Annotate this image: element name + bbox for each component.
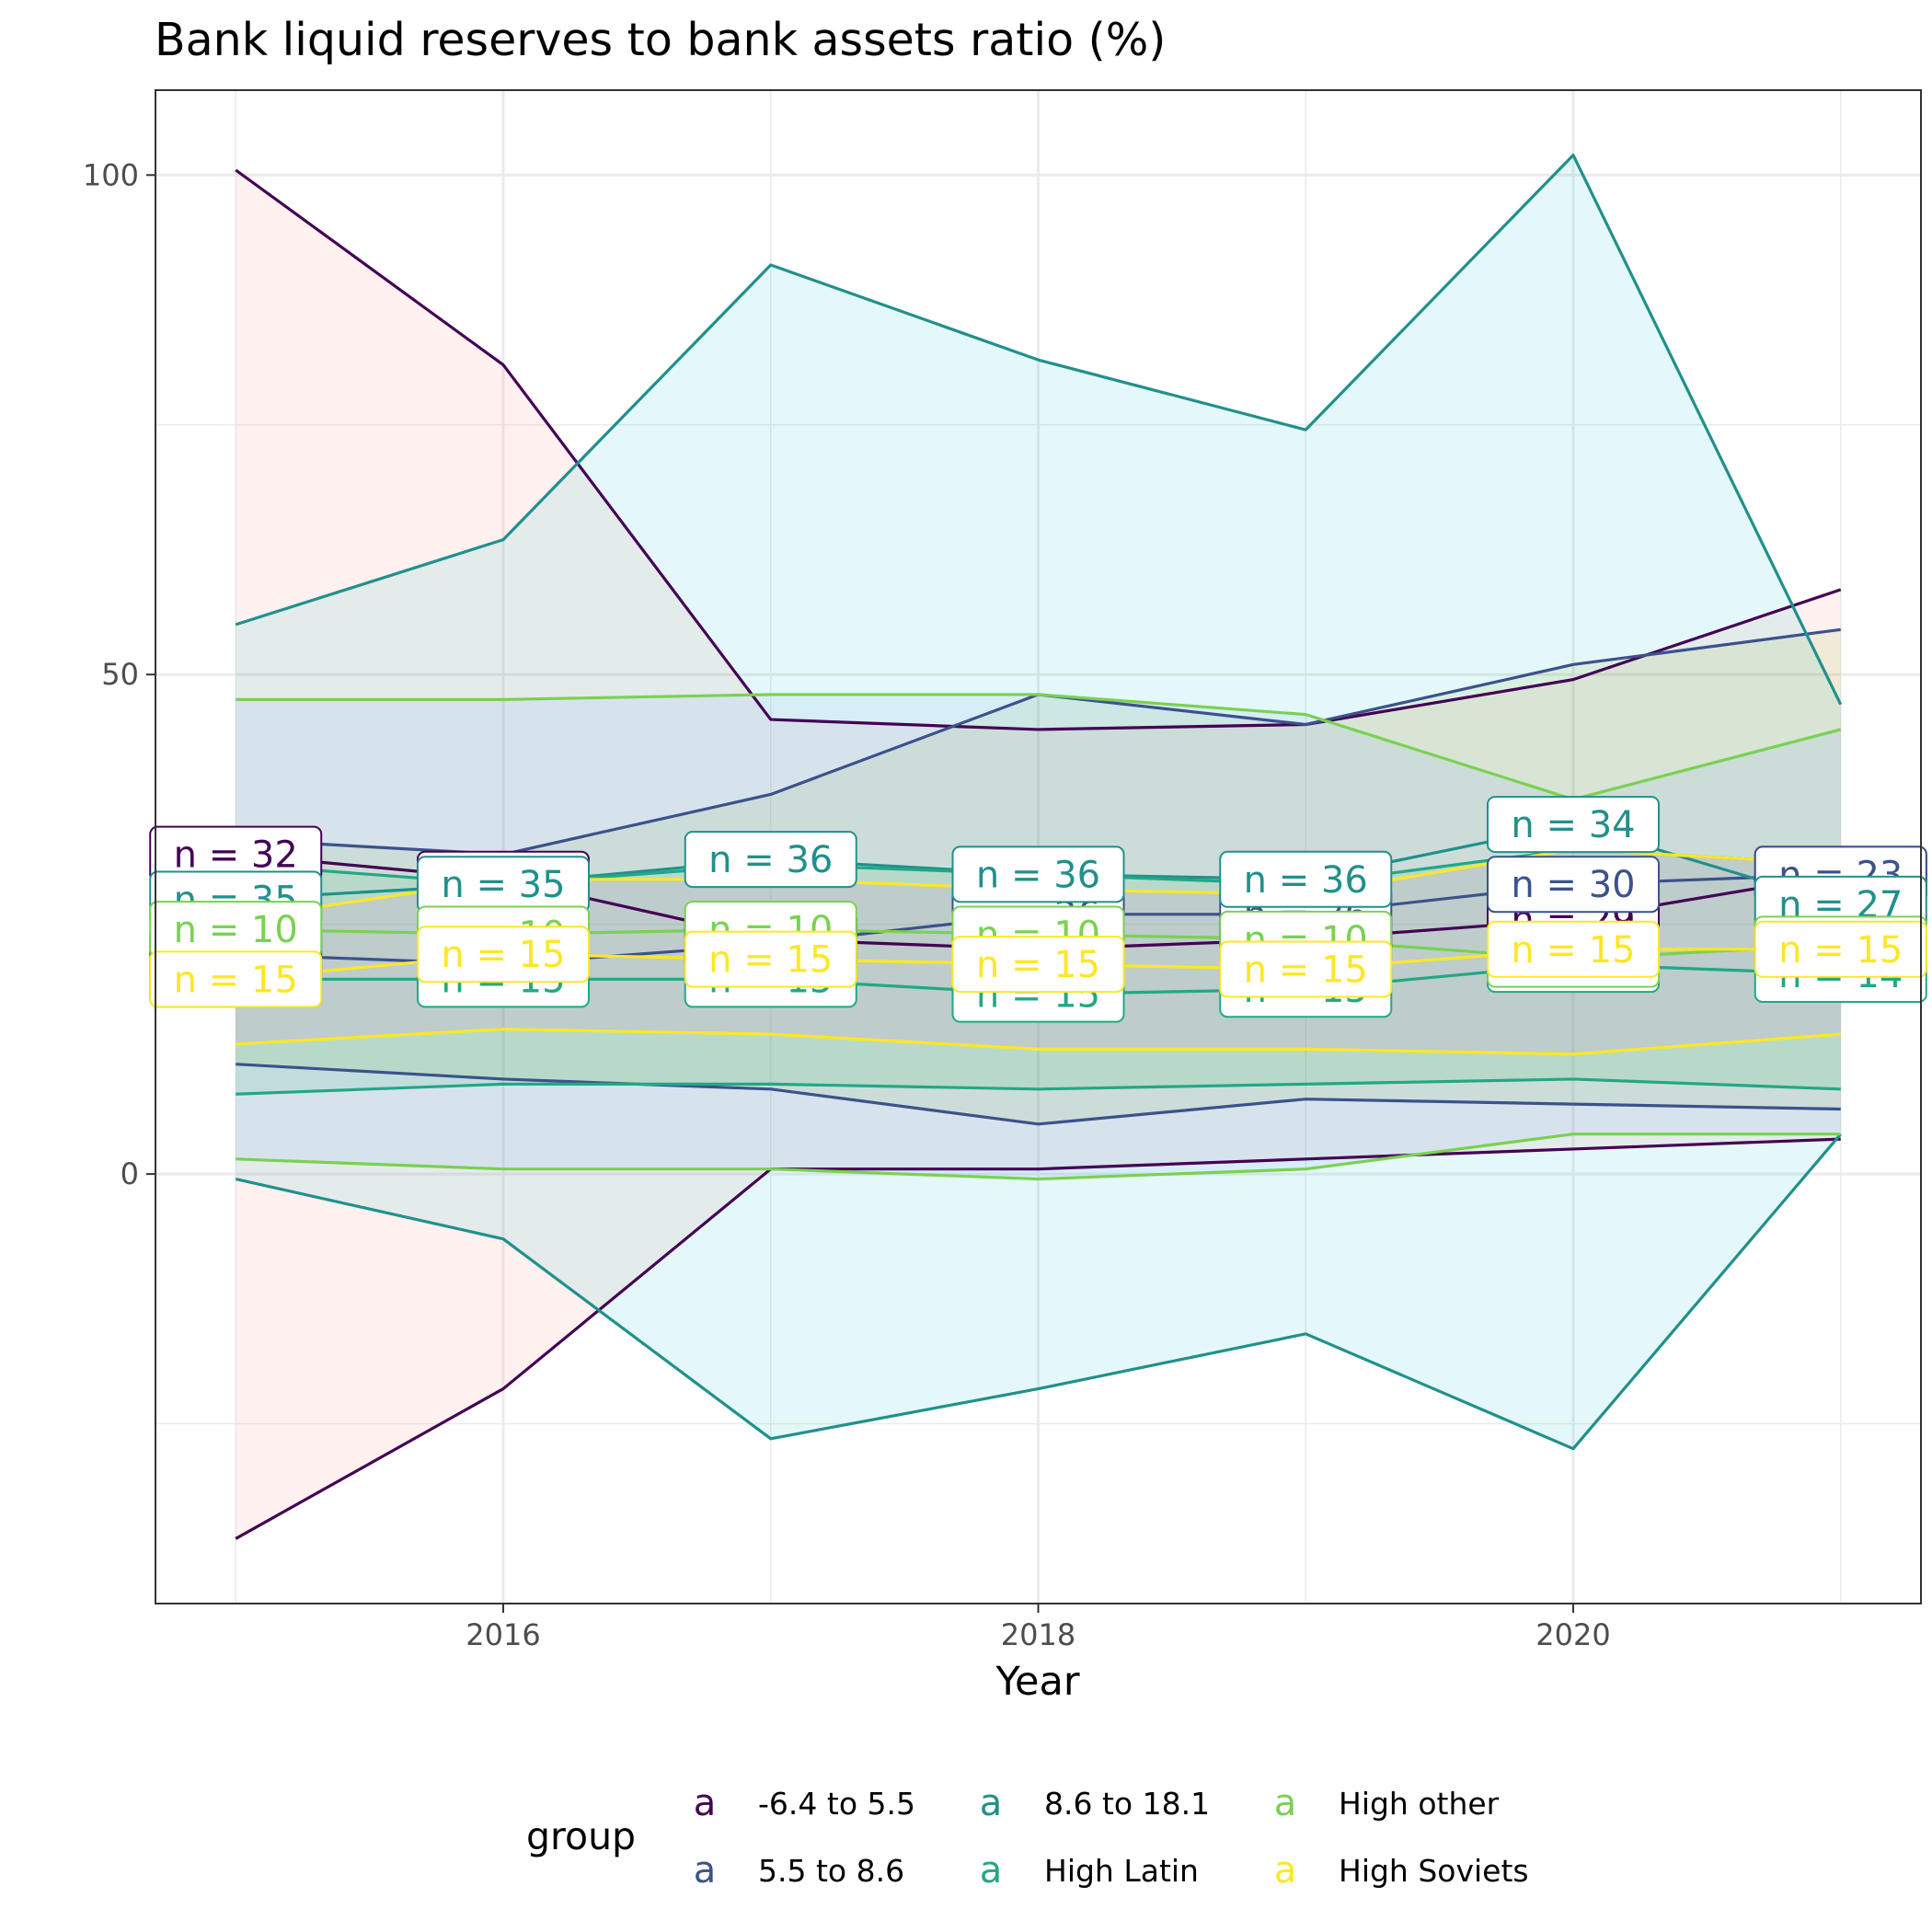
count-label: n = 15 bbox=[684, 930, 857, 988]
line-upper--6.4 to 5.5 bbox=[235, 168, 1842, 731]
line-lower--6.4 to 5.5 bbox=[235, 1137, 1841, 1540]
count-label: n = 15 bbox=[1754, 920, 1927, 978]
x-tick-label: 2016 bbox=[466, 1617, 540, 1652]
count-label-box bbox=[951, 936, 1125, 994]
count-label: n = 30 bbox=[1487, 856, 1661, 914]
count-label-text: n = 15 bbox=[1244, 949, 1368, 992]
count-label-box bbox=[1487, 856, 1661, 914]
line-upper-8.6 to 18.1 bbox=[235, 153, 1843, 706]
legend-title: group bbox=[526, 1814, 636, 1858]
count-label-box bbox=[684, 930, 857, 988]
count-label-text: n = 36 bbox=[708, 839, 833, 881]
legend-item: a -6.4 to 5.5 bbox=[694, 1782, 915, 1824]
count-label: n = 34 bbox=[1487, 796, 1661, 854]
legend-key: a bbox=[1274, 1782, 1297, 1824]
legend: group a -6.4 to 5.5 a 5.5 to 8.6 a 8.6 to 18.… bbox=[526, 1782, 1529, 1892]
legend-item: a High other bbox=[1274, 1782, 1500, 1824]
line-lower-5.5 to 8.6 bbox=[236, 1063, 1841, 1126]
y-tick-label: 0 bbox=[121, 1156, 139, 1191]
count-label-text: n = 36 bbox=[1244, 859, 1368, 902]
count-label: n = 32 bbox=[149, 825, 323, 883]
legend-label: High Soviets bbox=[1339, 1853, 1529, 1889]
count-label-text: n = 10 bbox=[174, 909, 298, 951]
x-tick-label: 2020 bbox=[1535, 1617, 1610, 1652]
x-axis: 2016 2018 2020 bbox=[466, 1604, 1611, 1652]
ribbon-8.6 to 18.1 bbox=[236, 155, 1841, 1449]
legend-item: a High Soviets bbox=[1274, 1849, 1529, 1892]
count-label: n = 10 bbox=[149, 901, 323, 959]
legend-label: 5.5 to 8.6 bbox=[758, 1853, 904, 1889]
legend-item: a High Latin bbox=[980, 1849, 1199, 1892]
x-tick-label: 2018 bbox=[1001, 1617, 1075, 1652]
line-lower-High Soviets bbox=[236, 1028, 1841, 1056]
y-axis: 0 50 100 bbox=[83, 157, 155, 1191]
count-label-box bbox=[149, 950, 323, 1008]
count-label-box bbox=[684, 831, 857, 889]
count-label-box bbox=[1754, 920, 1927, 978]
line-lower-8.6 to 18.1 bbox=[235, 1133, 1842, 1451]
count-label: n = 36 bbox=[684, 831, 857, 889]
count-label-text: n = 35 bbox=[441, 864, 565, 906]
count-label-text: n = 15 bbox=[1778, 929, 1903, 972]
y-tick-label: 100 bbox=[83, 157, 139, 192]
count-label: n = 35 bbox=[416, 856, 590, 914]
legend-item: a 5.5 to 8.6 bbox=[694, 1849, 904, 1892]
count-label: n = 36 bbox=[1219, 850, 1393, 908]
count-label-box bbox=[1219, 940, 1393, 998]
legend-key: a bbox=[980, 1849, 1003, 1892]
chart-title: Bank liquid reserves to bank assets rati… bbox=[155, 14, 1166, 66]
count-label: n = 15 bbox=[149, 950, 323, 1008]
count-label-text: n = 32 bbox=[174, 834, 298, 877]
count-label-text: n = 15 bbox=[976, 944, 1100, 986]
legend-key: a bbox=[980, 1782, 1003, 1824]
count-label-text: n = 15 bbox=[1511, 929, 1635, 972]
legend-label: High Latin bbox=[1044, 1853, 1199, 1889]
count-label-box bbox=[1487, 796, 1661, 854]
count-label-box bbox=[416, 926, 590, 983]
count-label-text: n = 36 bbox=[976, 854, 1100, 896]
count-label-text: n = 30 bbox=[1511, 864, 1635, 906]
count-label-text: n = 15 bbox=[441, 934, 565, 976]
y-tick-label: 50 bbox=[101, 657, 139, 692]
count-label-box bbox=[951, 845, 1125, 903]
line-lower-High Latin bbox=[236, 1077, 1841, 1096]
count-label-box bbox=[1487, 920, 1661, 978]
legend-key: a bbox=[694, 1849, 717, 1892]
line-lower-High other bbox=[236, 1133, 1841, 1181]
count-label-text: n = 34 bbox=[1511, 804, 1635, 846]
count-label: n = 15 bbox=[1487, 920, 1661, 978]
count-label-text: n = 15 bbox=[174, 959, 298, 1001]
legend-item: a 8.6 to 18.1 bbox=[980, 1782, 1210, 1824]
legend-label: High other bbox=[1339, 1786, 1500, 1822]
major-gridlines bbox=[155, 90, 1921, 1604]
x-axis-title: Year bbox=[995, 1659, 1079, 1705]
legend-label: -6.4 to 5.5 bbox=[758, 1786, 915, 1822]
legend-key: a bbox=[694, 1782, 717, 1824]
count-label: n = 36 bbox=[951, 845, 1125, 903]
legend-key: a bbox=[1274, 1849, 1297, 1892]
count-label-text: n = 15 bbox=[708, 939, 833, 982]
count-label: n = 15 bbox=[1219, 940, 1393, 998]
count-label: n = 15 bbox=[416, 926, 590, 983]
legend-label: 8.6 to 18.1 bbox=[1044, 1786, 1210, 1822]
count-label-box bbox=[1219, 850, 1393, 908]
count-label-layer: n = 32n = 31n = 31n = 31n = 31n = 29n = … bbox=[149, 796, 1927, 1023]
legend-items: a -6.4 to 5.5 a 5.5 to 8.6 a 8.6 to 18.1 a High… bbox=[694, 1782, 1529, 1892]
count-label: n = 15 bbox=[951, 936, 1125, 994]
